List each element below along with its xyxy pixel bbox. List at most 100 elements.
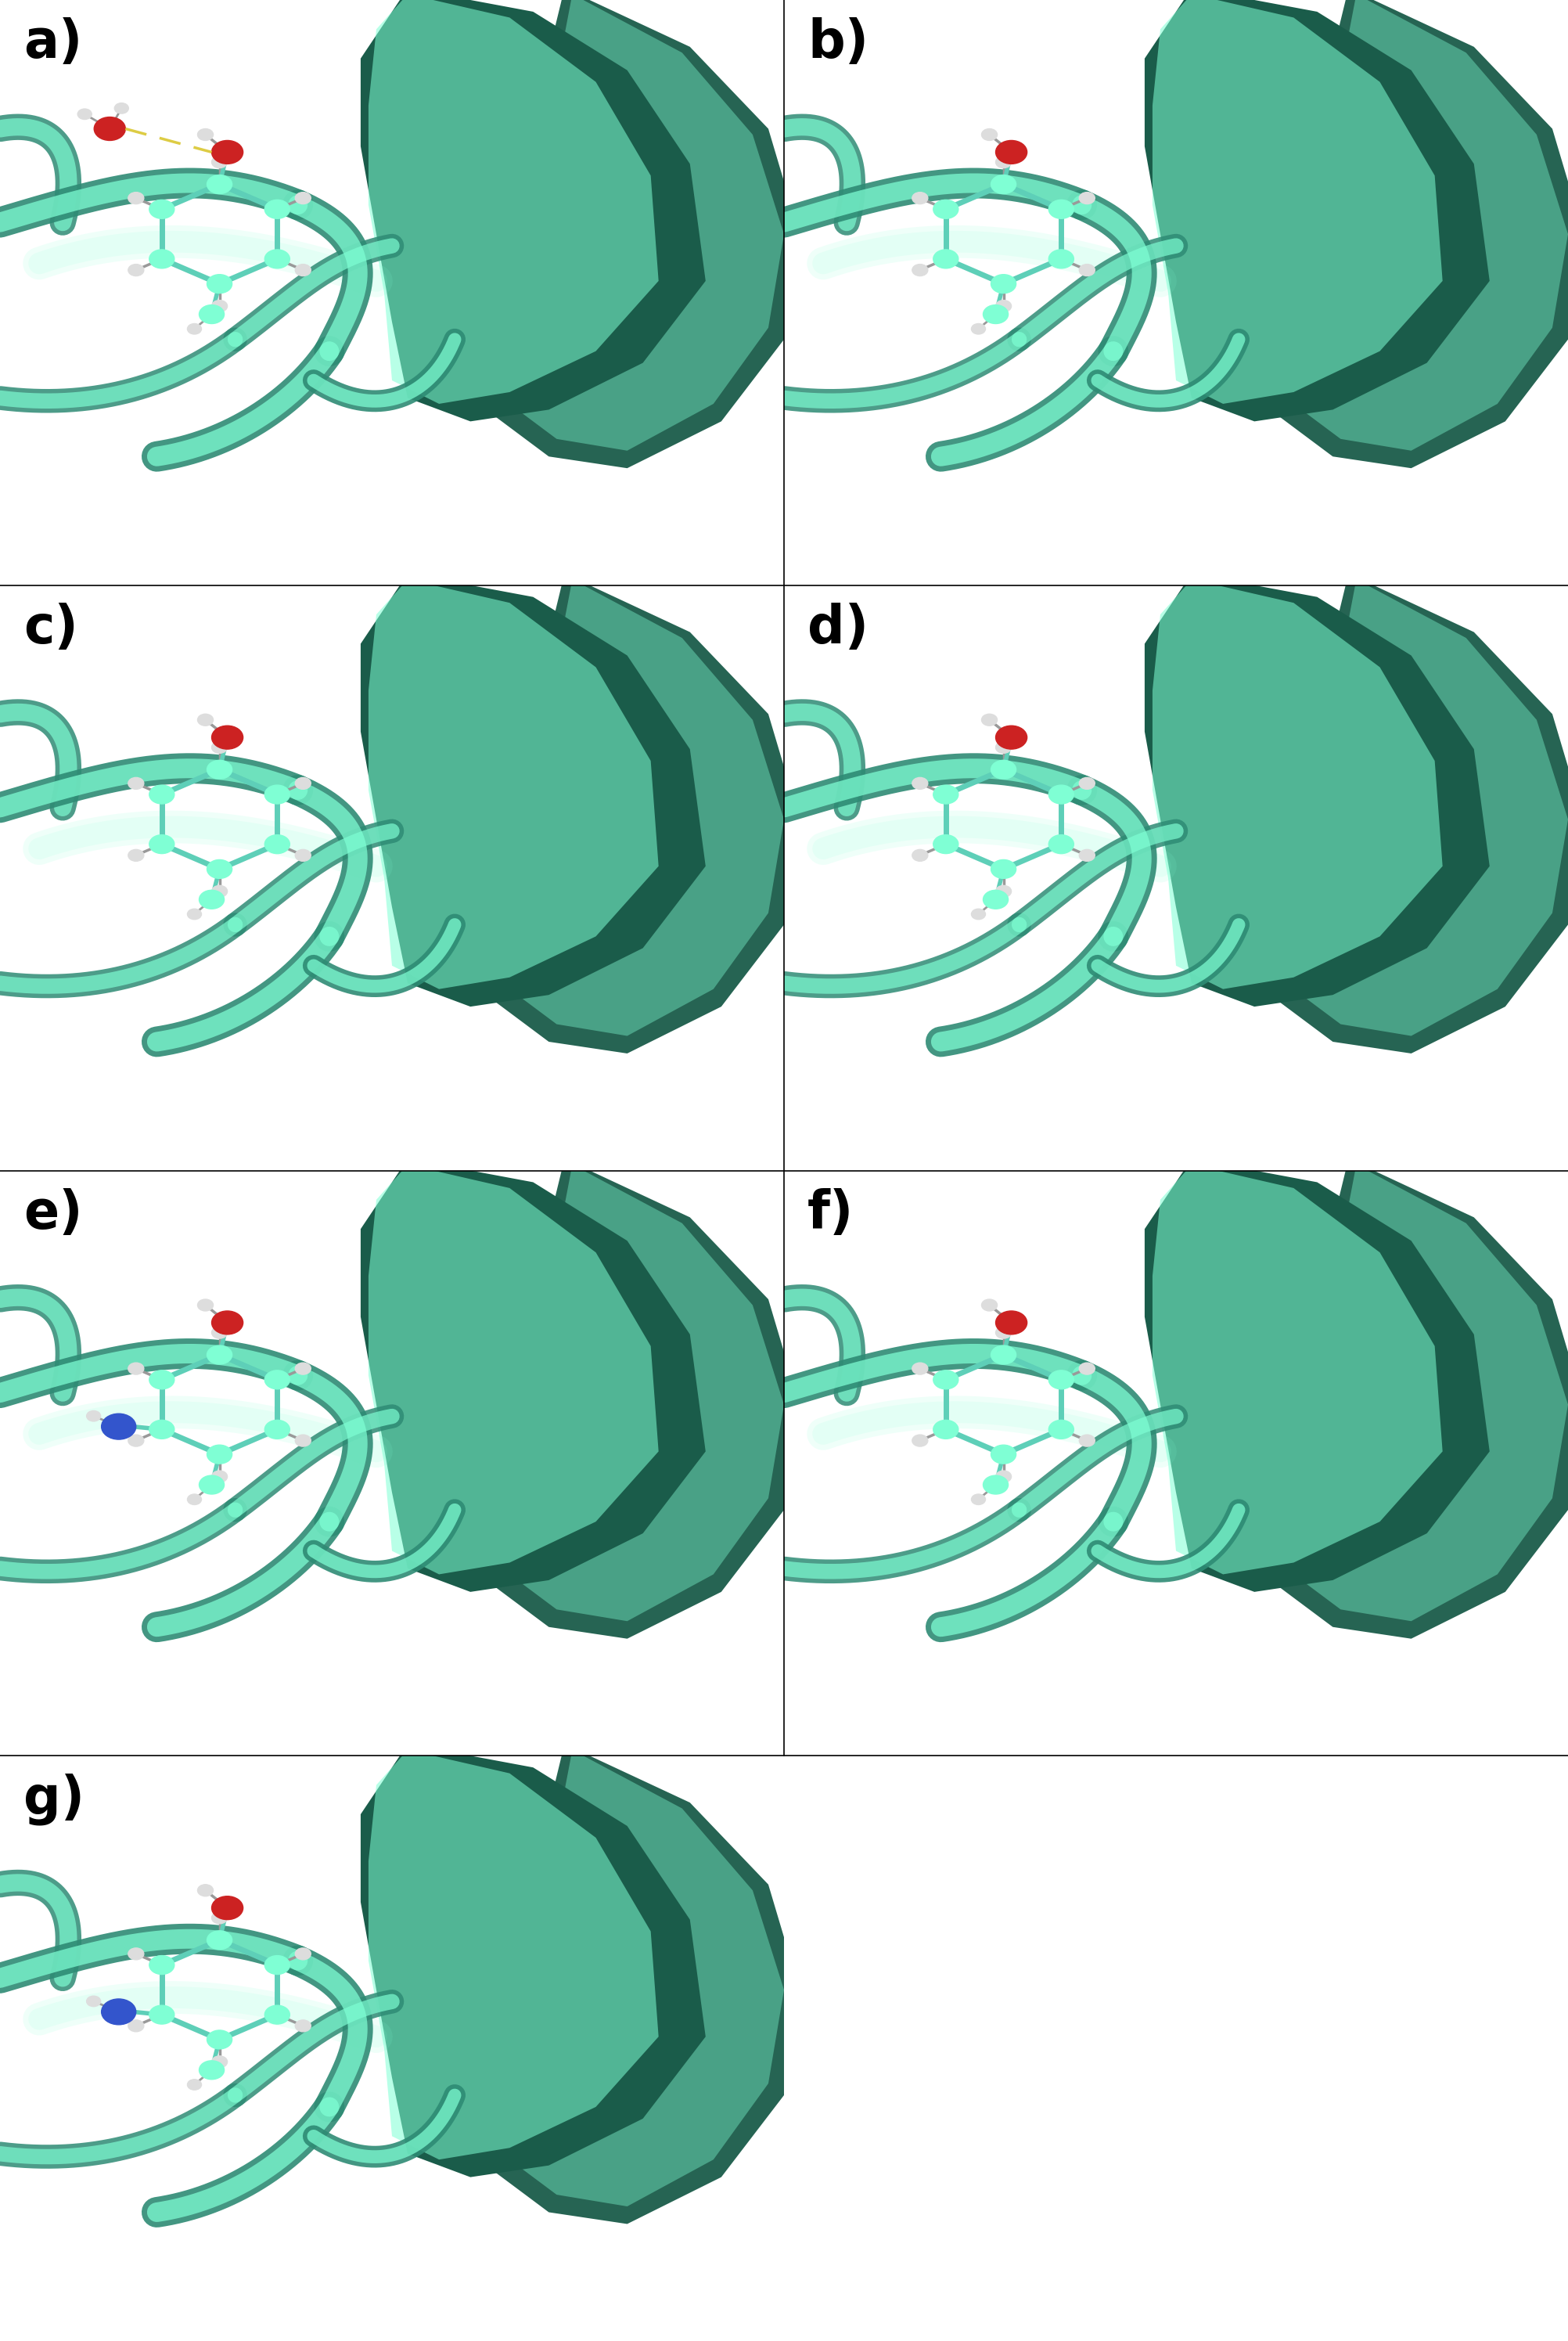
Circle shape [265,1369,290,1388]
Polygon shape [1145,1159,1490,1592]
Polygon shape [368,0,659,405]
Polygon shape [470,1744,800,2224]
Circle shape [102,1999,136,2025]
Circle shape [1049,250,1074,269]
Circle shape [207,274,232,293]
Circle shape [1049,784,1074,803]
Circle shape [1079,1362,1094,1374]
Polygon shape [368,1166,659,1573]
Polygon shape [1270,0,1568,449]
Circle shape [933,836,958,854]
Circle shape [991,274,1016,293]
Text: b): b) [808,19,869,70]
Circle shape [188,908,201,920]
Circle shape [295,1435,310,1447]
Circle shape [188,2079,201,2091]
Circle shape [212,726,243,749]
Circle shape [913,1362,928,1374]
Polygon shape [486,581,784,1035]
Circle shape [982,714,997,726]
Circle shape [913,777,928,789]
Circle shape [991,761,1016,780]
Polygon shape [1145,0,1490,421]
Circle shape [933,250,958,269]
Text: a): a) [24,19,83,70]
Circle shape [265,836,290,854]
Circle shape [933,1421,958,1440]
Polygon shape [361,0,706,421]
Circle shape [996,140,1027,164]
Circle shape [212,1913,227,1924]
Circle shape [971,908,986,920]
Circle shape [1079,265,1094,276]
Polygon shape [361,574,706,1007]
Circle shape [199,2060,224,2079]
Circle shape [1049,199,1074,218]
Circle shape [149,784,174,803]
Circle shape [207,761,232,780]
Circle shape [295,850,310,861]
Circle shape [295,777,310,789]
Circle shape [212,300,227,311]
Circle shape [149,1369,174,1388]
Circle shape [212,157,227,169]
Polygon shape [368,1751,659,2158]
Circle shape [996,1327,1011,1339]
Circle shape [207,1346,232,1365]
Circle shape [149,836,174,854]
Circle shape [149,250,174,269]
Circle shape [212,1470,227,1482]
Circle shape [207,1444,232,1463]
Circle shape [86,1997,100,2006]
Circle shape [1079,850,1094,861]
Circle shape [129,1948,144,1959]
Circle shape [991,1444,1016,1463]
Circle shape [982,1299,997,1311]
Circle shape [188,323,201,335]
Circle shape [996,300,1011,311]
Circle shape [198,129,213,140]
Circle shape [129,192,144,204]
Polygon shape [486,1166,784,1620]
Circle shape [129,850,144,861]
Circle shape [129,777,144,789]
Circle shape [77,108,91,119]
Circle shape [198,714,213,726]
Circle shape [212,1327,227,1339]
Circle shape [913,850,928,861]
Circle shape [207,176,232,194]
Polygon shape [486,0,784,449]
Circle shape [991,1346,1016,1365]
Polygon shape [470,1159,800,1639]
Polygon shape [470,574,800,1053]
Circle shape [199,304,224,323]
Circle shape [265,784,290,803]
Circle shape [129,2020,144,2032]
Circle shape [913,265,928,276]
Circle shape [982,129,997,140]
Circle shape [265,1955,290,1973]
Polygon shape [1270,581,1568,1035]
Polygon shape [1254,574,1568,1053]
Circle shape [1049,1369,1074,1388]
Circle shape [983,890,1008,908]
Circle shape [129,265,144,276]
Polygon shape [1152,0,1443,405]
Polygon shape [1270,1166,1568,1620]
Circle shape [991,859,1016,878]
Polygon shape [1254,0,1568,468]
Circle shape [149,1955,174,1973]
Polygon shape [1254,1159,1568,1639]
Circle shape [1079,777,1094,789]
Circle shape [207,2030,232,2048]
Text: e): e) [24,1189,83,1241]
Circle shape [265,199,290,218]
Circle shape [996,1311,1027,1334]
Circle shape [971,323,986,335]
Circle shape [1079,1435,1094,1447]
Circle shape [114,103,129,112]
Circle shape [129,1435,144,1447]
Circle shape [212,2055,227,2067]
Circle shape [295,192,310,204]
Circle shape [295,1948,310,1959]
